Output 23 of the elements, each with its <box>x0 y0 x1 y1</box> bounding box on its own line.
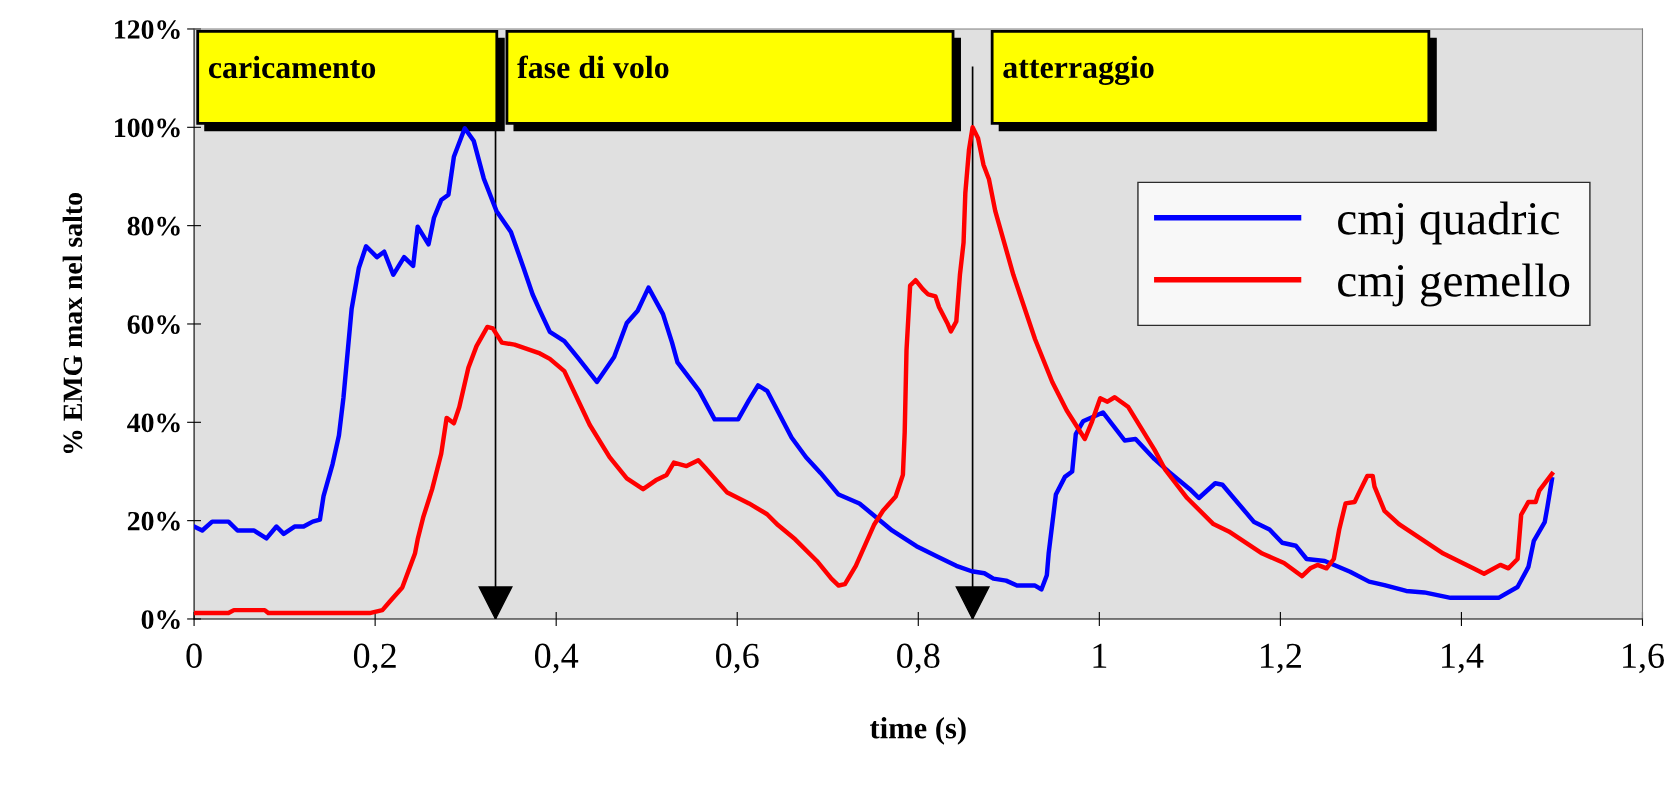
y-tick-label: 20% <box>127 511 180 531</box>
y-tick-label: 0% <box>141 610 180 629</box>
y-tick-label: 120% <box>115 20 180 39</box>
x-tick-label: 1,6 <box>1623 643 1664 674</box>
y-tick-label: 80% <box>127 216 180 236</box>
x-tick-label: 1,4 <box>1442 643 1484 674</box>
annotation: caricamento <box>208 55 376 79</box>
y-tick-label: 60% <box>127 315 180 334</box>
x-tick-label: 0,8 <box>897 643 940 674</box>
x-tick-label: 0,6 <box>716 643 759 674</box>
legend-label: cmj gemello <box>1338 263 1570 307</box>
legend-label: cmj quadric <box>1338 201 1560 245</box>
y-tick-label: 100% <box>115 118 180 138</box>
x-axis-title: time (s) <box>869 717 966 745</box>
x-tick-label: 0,2 <box>353 643 396 674</box>
x-tick-label: 1 <box>1093 643 1107 668</box>
annotation: atterraggio <box>1003 55 1154 85</box>
y-axis-title: % EMG max nel salto <box>62 193 83 454</box>
x-tick-label: 0,4 <box>534 643 579 674</box>
annotation: fase di volo <box>517 55 669 79</box>
y-tick-label: 40% <box>127 413 180 433</box>
x-tick-label: 0 <box>186 643 202 668</box>
x-tick-label: 1,2 <box>1260 643 1301 674</box>
